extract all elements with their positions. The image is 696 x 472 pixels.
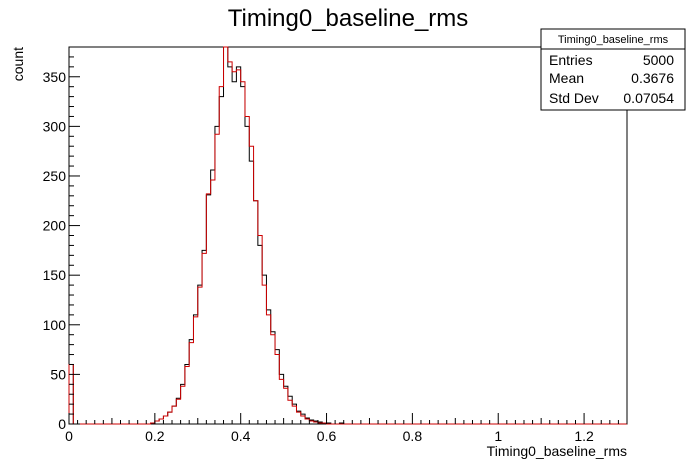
- stats-mean-value: 0.3676: [631, 70, 674, 86]
- stats-entries-value: 5000: [643, 52, 674, 68]
- stats-stddev-label: Std Dev: [549, 90, 599, 106]
- stats-mean-label: Mean: [549, 70, 584, 86]
- stats-box-frame: [540, 28, 686, 111]
- x-tick-label: 0.6: [317, 428, 337, 444]
- y-tick-label: 250: [43, 168, 67, 184]
- x-axis-ticks: 0 0.2 0.4 0.6 0.8 1 1.2: [65, 413, 628, 444]
- y-axis-label: count: [10, 47, 26, 81]
- y-tick-label: 0: [58, 416, 66, 432]
- y-tick-label: 150: [43, 267, 67, 283]
- x-axis-label: Timing0_baseline_rms: [487, 443, 627, 459]
- x-tick-label: 1.2: [574, 428, 594, 444]
- stats-box: Timing0_baseline_rms Entries 5000 Mean 0…: [540, 28, 686, 111]
- stats-box-title: Timing0_baseline_rms: [558, 34, 669, 46]
- histogram-series-2-outline: [68, 46, 627, 425]
- x-tick-label: 1: [494, 428, 502, 444]
- x-tick-label: 0.4: [231, 428, 251, 444]
- y-tick-label: 300: [43, 118, 67, 134]
- y-tick-label: 100: [43, 317, 67, 333]
- x-tick-label: 0: [65, 428, 73, 444]
- chart-title: Timing0_baseline_rms: [228, 5, 469, 32]
- x-tick-label: 0.2: [145, 428, 165, 444]
- histogram-series: [68, 46, 627, 425]
- stats-stddev-value: 0.07054: [623, 90, 674, 106]
- x-tick-label: 0.8: [403, 428, 423, 444]
- y-axis-ticks: 0 50 100 150 200 250 300 350: [43, 46, 80, 432]
- y-tick-label: 350: [43, 69, 67, 85]
- stats-entries-label: Entries: [549, 52, 593, 68]
- y-tick-label: 50: [50, 366, 66, 382]
- y-tick-label: 200: [43, 218, 67, 234]
